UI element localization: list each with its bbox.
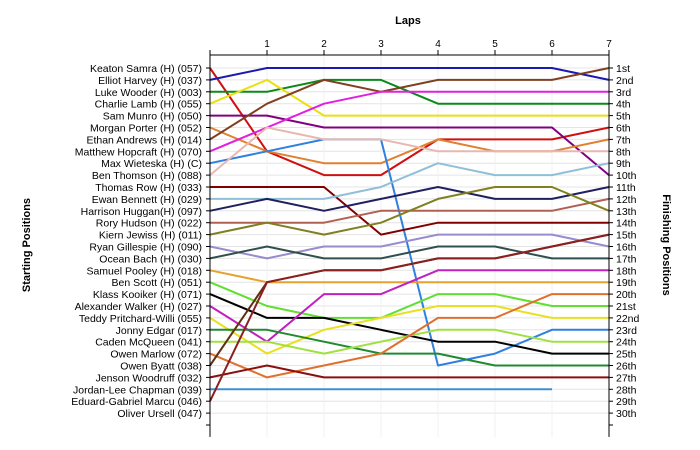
x-tick-label: 1: [264, 39, 270, 50]
finish-label: 15th: [616, 230, 637, 242]
series-line: [209, 245, 609, 260]
series-line: [210, 162, 610, 200]
start-label: Caden McQueen (041): [95, 337, 202, 349]
start-label: Keaton Samra (H) (057): [90, 63, 202, 75]
start-label: Ocean Bach (H) (030): [99, 253, 202, 265]
series-line: [209, 90, 609, 153]
finish-label: 12th: [616, 194, 637, 206]
finish-label: 16th: [616, 242, 637, 254]
start-label: Kiern Jewiss (H) (011): [99, 230, 202, 242]
start-label: Thomas Row (H) (033): [95, 182, 202, 194]
x-tick-label: 6: [549, 39, 555, 50]
x-tick-labels: 1 2 3 4 5 6 7: [264, 39, 612, 50]
finish-label: 25th: [616, 349, 637, 361]
finish-label: 19th: [616, 277, 637, 289]
x-tick-label: 7: [606, 39, 612, 50]
finish-label: 3rd: [616, 87, 631, 99]
start-label: Eduard-Gabriel Marcu (046): [71, 396, 202, 408]
start-label: Sam Munro (H) (050): [103, 111, 202, 123]
finish-label: 20th: [616, 289, 637, 301]
finish-label: 8th: [616, 146, 631, 158]
start-label: Teddy Pritchard-Willi (055): [79, 313, 202, 325]
finish-label: 13th: [616, 206, 637, 218]
start-label: Ethan Andrews (H) (014): [86, 134, 202, 146]
series-line: [209, 126, 609, 176]
start-label: Oliver Ursell (047): [117, 408, 202, 420]
y-axis-label-right: Finishing Positions: [660, 194, 672, 295]
finish-label: 11th: [616, 182, 636, 194]
x-tick-label: 2: [321, 39, 327, 50]
start-label: Elliot Harvey (H) (037): [98, 75, 202, 87]
series-line: [210, 328, 609, 367]
start-label: Morgan Porter (H) (052): [90, 123, 202, 135]
start-label: Owen Byatt (038): [120, 361, 202, 373]
series-line: [209, 186, 610, 236]
finishing-position-labels: 1st2nd3rd4th5th6th7th8th9th10th11th12th1…: [616, 63, 640, 420]
start-label: Jordan-Lee Chapman (039): [73, 384, 202, 396]
finish-label: 27th: [616, 372, 637, 384]
series-line: [209, 305, 609, 355]
series-line: [209, 281, 609, 319]
finish-label: 1st: [616, 63, 630, 75]
finish-label: 2nd: [616, 75, 634, 87]
series-line: [209, 233, 610, 260]
start-label: Jonny Edgar (017): [116, 325, 202, 337]
finish-label: 7th: [616, 134, 631, 146]
finish-label: 24th: [616, 337, 637, 349]
start-label: Ben Scott (H) (051): [112, 277, 202, 289]
x-tick-label: 3: [378, 39, 384, 50]
series-line: [209, 293, 609, 355]
x-tick-label: 4: [435, 39, 441, 50]
finish-label: 6th: [616, 123, 631, 135]
series-line: [209, 67, 610, 177]
start-label: Ewan Bennett (H) (029): [92, 194, 202, 206]
series-line: [209, 233, 610, 402]
finish-label: 17th: [616, 253, 637, 265]
finish-label: 30th: [616, 408, 637, 420]
finish-label: 22nd: [616, 313, 640, 325]
start-label: Klass Kooiker (H) (071): [93, 289, 202, 301]
finish-label: 14th: [616, 218, 637, 230]
series-line: [210, 114, 610, 176]
finish-label: 5th: [616, 111, 631, 123]
start-label: Owen Marlow (072): [110, 349, 202, 361]
x-tick-label: 5: [492, 39, 498, 50]
series-line: [209, 269, 609, 284]
series-line: [209, 186, 610, 212]
axes: [206, 50, 613, 437]
series-line: [209, 364, 609, 379]
start-label: Alexander Walker (H) (027): [75, 301, 202, 313]
finish-label: 23rd: [616, 325, 637, 337]
start-label: Harrison Huggan(H) (097): [81, 206, 202, 218]
start-label: Jenson Woodruff (032): [96, 372, 202, 384]
start-label: Samuel Pooley (H) (018): [86, 265, 202, 277]
series-line: [209, 293, 609, 379]
start-label: Max Wieteska (H) (C): [101, 158, 202, 170]
finish-label: 28th: [616, 384, 637, 396]
finish-label: 26th: [616, 361, 637, 373]
starting-position-labels: Keaton Samra (H) (057)Elliot Harvey (H) …: [71, 63, 202, 420]
y-axis-label-left: Starting Positions: [21, 198, 33, 292]
series-line: [210, 186, 609, 236]
start-label: Luke Wooder (H) (003): [95, 87, 202, 99]
finish-label: 18th: [616, 265, 637, 277]
finish-label: 10th: [616, 170, 637, 182]
finish-label: 4th: [616, 99, 631, 111]
finish-label: 9th: [616, 158, 631, 170]
start-label: Rory Hudson (H) (022): [96, 218, 202, 230]
start-label: Ryan Gillespie (H) (090): [89, 242, 202, 254]
series-line: [209, 67, 610, 81]
grid: [210, 55, 610, 437]
finish-label: 29th: [616, 396, 637, 408]
series-lines: [209, 67, 610, 402]
series-line: [209, 67, 610, 141]
start-label: Ben Thomson (H) (088): [92, 170, 202, 182]
series-line: [209, 78, 609, 117]
start-label: Matthew Hopcraft (H) (070): [75, 146, 202, 158]
start-label: Charlie Lamb (H) (055): [95, 99, 202, 111]
chart-title: Laps: [395, 15, 421, 27]
finish-label: 21st: [616, 301, 636, 313]
series-line: [209, 269, 609, 343]
